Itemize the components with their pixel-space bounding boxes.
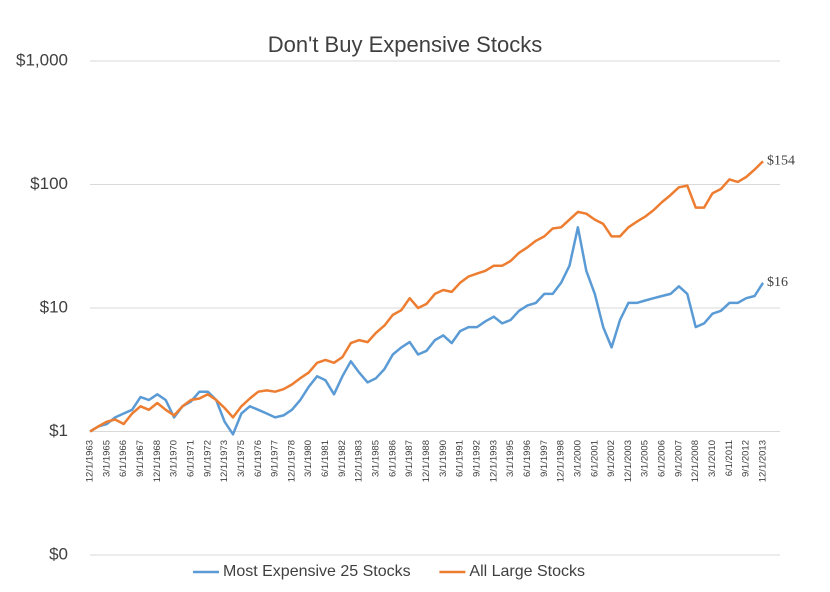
x-tick-label: 6/1/2006: [657, 440, 668, 477]
x-tick-label: 3/1/2010: [707, 440, 718, 477]
x-tick-label: 12/1/1988: [421, 440, 432, 482]
x-tick-label: 12/1/1998: [556, 440, 567, 482]
y-tick-label: $1,000: [16, 50, 68, 69]
x-tick-label: 6/1/2011: [724, 440, 735, 476]
y-tick-label: $100: [30, 174, 68, 193]
chart-title: Don't Buy Expensive Stocks: [268, 32, 542, 57]
x-tick-label: 3/1/1965: [101, 440, 112, 477]
x-tick-label: 12/1/1993: [488, 440, 499, 482]
y-tick-label: $1: [49, 421, 68, 440]
series-line: [89, 226, 765, 436]
x-tick-label: 3/1/1970: [169, 440, 180, 477]
end-label: $16: [767, 275, 788, 290]
legend-label: All Large Stocks: [469, 563, 585, 580]
x-tick-label: 6/1/2001: [589, 440, 600, 477]
x-tick-label: 9/1/1977: [270, 440, 281, 477]
x-tick-label: 3/1/2005: [640, 440, 651, 477]
x-tick-label: 6/1/1991: [455, 440, 466, 477]
x-tick-label: 12/1/1973: [219, 440, 230, 482]
y-tick-label: $0: [49, 544, 68, 563]
x-tick-label: 12/1/2008: [690, 440, 701, 482]
series-line: [89, 160, 764, 433]
x-tick-label: 12/1/1983: [354, 440, 365, 482]
x-tick-label: 3/1/1990: [438, 440, 449, 477]
x-tick-label: 9/1/1992: [471, 440, 482, 477]
x-tick-label: 6/1/1981: [320, 440, 331, 477]
x-tick-label: 9/1/1987: [404, 440, 415, 477]
x-tick-label: 3/1/1985: [371, 440, 382, 477]
y-tick-label: $10: [40, 297, 68, 316]
x-tick-label: 9/1/2002: [606, 440, 617, 477]
x-tick-label: 12/1/2013: [758, 440, 769, 482]
legend-label: Most Expensive 25 Stocks: [223, 563, 411, 580]
x-tick-label: 12/1/1963: [85, 440, 96, 482]
x-tick-label: 12/1/1978: [286, 440, 297, 482]
x-tick-label: 9/1/2012: [741, 440, 752, 477]
x-tick-label: 12/1/1968: [152, 440, 163, 482]
x-tick-label: 3/1/1980: [303, 440, 314, 477]
x-tick-label: 9/1/2007: [673, 440, 684, 477]
x-tick-label: 6/1/1976: [253, 440, 264, 477]
x-tick-label: 6/1/1996: [522, 440, 533, 477]
x-tick-label: 3/1/1975: [236, 440, 247, 477]
x-tick-label: 6/1/1986: [387, 440, 398, 477]
x-tick-label: 3/1/2000: [572, 440, 583, 477]
x-tick-label: 9/1/1972: [202, 440, 213, 477]
x-tick-label: 6/1/1971: [185, 440, 196, 477]
x-tick-label: 3/1/1995: [505, 440, 516, 477]
x-tick-label: 9/1/1997: [539, 440, 550, 477]
x-tick-label: 9/1/1982: [337, 440, 348, 477]
x-tick-label: 6/1/1966: [118, 440, 129, 477]
end-label: $154: [767, 154, 795, 169]
x-tick-label: 9/1/1967: [135, 440, 146, 477]
x-tick-label: 12/1/2003: [623, 440, 634, 482]
